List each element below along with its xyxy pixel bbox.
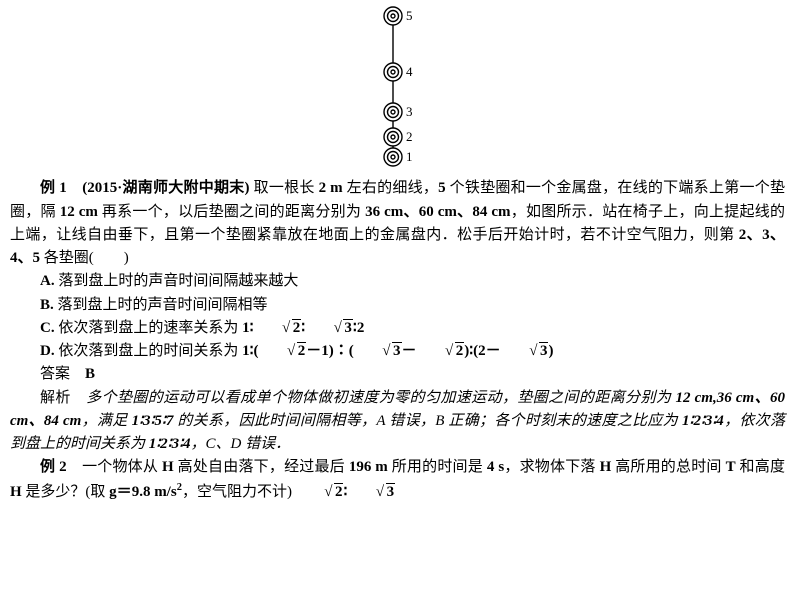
d1: 12 cm xyxy=(60,204,98,220)
option-c: C. 依次落到盘上的速率关系为 1∶2∶3∶2 xyxy=(10,317,785,340)
r3: 3 xyxy=(392,342,402,359)
an-r2: 1∶2∶3∶4 xyxy=(682,413,724,429)
length: 2 m xyxy=(319,180,343,196)
svg-text:2: 2 xyxy=(406,129,413,144)
answer-line: 答案 B xyxy=(10,363,785,386)
e2-a: 一个物体从 xyxy=(82,459,162,475)
washer-diagram: 5 4 3 2 1 xyxy=(373,4,423,177)
example1-label: 例 1 xyxy=(40,180,67,196)
e2-d: 196 m xyxy=(349,459,388,475)
problem-text: 例 1 (2015·湖南师大附中期末) 取一根长 2 m 左右的细线，5 个铁垫… xyxy=(10,177,785,504)
an-c: 的关系，因此时间间隔相等，A 错误，B 正确；各个时刻末的速度之比应为 xyxy=(173,413,682,429)
txt: 再系一个，以后垫圈之间的距离分别为 xyxy=(98,204,365,220)
e2-g: 是多少？(取 xyxy=(22,484,110,500)
r2: 2 xyxy=(455,342,465,359)
svg-text:3: 3 xyxy=(406,104,413,119)
r2: 2 xyxy=(334,483,344,500)
sqrt2: 2 xyxy=(259,340,307,363)
svg-text:5: 5 xyxy=(406,8,413,23)
sqrt3: 3 xyxy=(501,340,549,363)
d4: 84 cm xyxy=(472,204,510,220)
example1-paragraph: 例 1 (2015·湖南师大附中期末) 取一根长 2 m 左右的细线，5 个铁垫… xyxy=(10,177,785,270)
tail: ∶2 xyxy=(353,320,364,336)
opt-d-pre: D. xyxy=(40,343,58,359)
answer-label: 答案 xyxy=(40,366,70,382)
analysis-paragraph: 解析 多个垫圈的运动可以看成单个物体做初速度为零的匀加速运动，垫圈之间的距离分别… xyxy=(10,387,785,457)
txt: 取一根长 xyxy=(250,180,319,196)
diagram-svg: 5 4 3 2 1 xyxy=(373,4,423,169)
e2-H3: H xyxy=(10,484,22,500)
m3: )∶(2－ xyxy=(464,343,500,359)
diagram-container: 5 4 3 2 1 xyxy=(10,4,785,177)
m1: －1)∶( xyxy=(306,343,354,359)
e2-b: 高处自由落下，经过最后 xyxy=(174,459,349,475)
sqrt2: 2 xyxy=(417,340,465,363)
svg-text:4: 4 xyxy=(406,64,413,79)
txt: 左右的细线， xyxy=(343,180,439,196)
e2-f: 和高度 xyxy=(736,459,785,475)
g-val: 9.8 m/s xyxy=(132,484,177,500)
option-d: D. 依次落到盘上的时间关系为 1∶(2－1)∶(3－2)∶(2－3) xyxy=(10,340,785,363)
opt-b-text: 落到盘上时的声音时间间隔相等 xyxy=(58,297,268,313)
an-r3: 1∶2∶3∶4 xyxy=(149,436,191,452)
opt-b-pre: B. xyxy=(40,297,58,313)
option-b: B. 落到盘上时的声音时间间隔相等 xyxy=(10,294,785,317)
r2: 2 xyxy=(297,342,307,359)
options-block: A. 落到盘上时的声音时间间隔越来越大 B. 落到盘上时的声音时间间隔相等 C.… xyxy=(10,270,785,363)
g-label: g xyxy=(109,484,117,500)
e2-e: 高所用的总时间 xyxy=(611,459,725,475)
opt-a-text: 落到盘上时的声音时间间隔越来越大 xyxy=(58,273,298,289)
an-b: ，满足 xyxy=(81,413,131,429)
sqrt2: 2 xyxy=(254,317,302,340)
e2-H2: H xyxy=(600,459,612,475)
d3: 60 cm xyxy=(419,204,457,220)
r3: 3 xyxy=(539,342,549,359)
e2-T: T xyxy=(726,459,736,475)
e2-t: 4 s xyxy=(487,459,504,475)
count: 5 xyxy=(438,180,446,196)
example1-source: (2015·湖南师大附中期末) xyxy=(82,180,249,196)
e2-c: 所用的时间是 xyxy=(388,459,487,475)
an-e: ，C、D 错误． xyxy=(190,436,290,452)
sqrt2: 2 xyxy=(296,481,344,504)
e2-h: ，空气阻力不计) xyxy=(182,484,296,500)
opt-c-pre: C. xyxy=(40,320,58,336)
opt-c-text: 依次落到盘上的速率关系为 xyxy=(58,320,242,336)
txt: 各垫圈( ) xyxy=(40,250,129,266)
end: ) xyxy=(548,343,553,359)
sqrt3: 3 xyxy=(354,340,402,363)
an-a: 多个垫圈的运动可以看成单个物体做初速度为零的匀加速运动，垫圈之间的距离分别为 xyxy=(86,390,675,406)
r3: 3 xyxy=(386,483,396,500)
e2-H: H xyxy=(162,459,174,475)
svg-text:1: 1 xyxy=(406,149,413,164)
sep: 、 xyxy=(457,204,473,220)
r2: 2 xyxy=(292,319,302,336)
opt-d-text: 依次落到盘上的时间关系为 xyxy=(58,343,242,359)
d2: 36 cm xyxy=(365,204,403,220)
sqrt3: 3 xyxy=(305,317,353,340)
answer-value: B xyxy=(85,366,95,382)
opt-a-pre: A. xyxy=(40,273,58,289)
sep: 、 xyxy=(403,204,419,220)
r3: 3 xyxy=(343,319,353,336)
example2-label: 例 2 xyxy=(40,459,67,475)
e2-d2: ，求物体下落 xyxy=(504,459,599,475)
eq: ＝ xyxy=(117,484,132,500)
analysis-label: 解析 xyxy=(40,390,71,406)
an-r1: 1∶3∶5∶7 xyxy=(132,413,174,429)
option-a: A. 落到盘上时的声音时间间隔越来越大 xyxy=(10,270,785,293)
example2-paragraph: 例 2 一个物体从 H 高处自由落下，经过最后 196 m 所用的时间是 4 s… xyxy=(10,456,785,504)
sqrt3: 3 xyxy=(347,481,395,504)
